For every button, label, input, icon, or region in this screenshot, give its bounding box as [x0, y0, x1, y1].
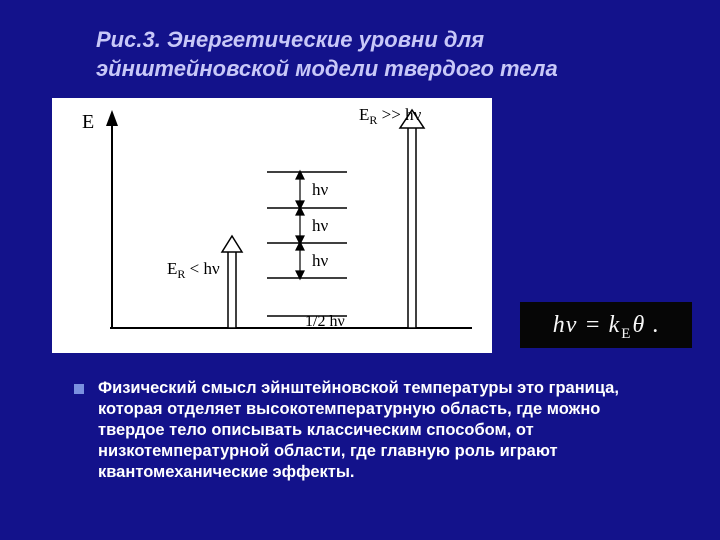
- svg-text:1/2 hν: 1/2 hν: [305, 313, 345, 330]
- slide-title: Рис.3. Энергетические уровни для эйнштей…: [96, 26, 660, 83]
- bullet-text: Физический смысл эйнштейновской температ…: [98, 378, 670, 484]
- svg-text:ER < hν: ER < hν: [167, 259, 220, 281]
- svg-text:E: E: [82, 111, 94, 133]
- formula-equation: hν = kEθ .: [520, 302, 692, 348]
- energy-level-diagram: E hν hν hν 1/2 hν: [52, 98, 492, 353]
- svg-text:ER >> hν: ER >> hν: [359, 105, 422, 127]
- svg-text:hν: hν: [312, 216, 329, 235]
- svg-text:hν: hν: [312, 180, 329, 199]
- svg-text:hν: hν: [312, 251, 329, 270]
- bullet-square-icon: [74, 384, 84, 394]
- bullet-item: Физический смысл эйнштейновской температ…: [74, 378, 670, 484]
